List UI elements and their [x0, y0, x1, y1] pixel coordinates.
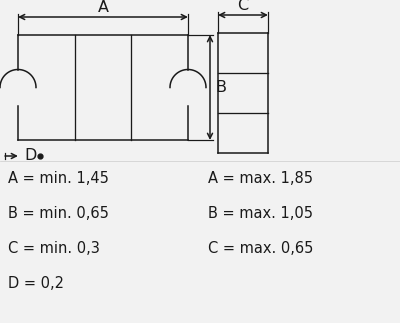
- Text: D: D: [24, 149, 36, 163]
- Text: C = max. 0,65: C = max. 0,65: [208, 241, 313, 256]
- Text: B = min. 0,65: B = min. 0,65: [8, 206, 109, 221]
- Text: A: A: [98, 0, 108, 15]
- Text: A = min. 1,45: A = min. 1,45: [8, 171, 109, 186]
- Text: B: B: [215, 80, 226, 95]
- Text: C: C: [238, 0, 248, 13]
- Text: B = max. 1,05: B = max. 1,05: [208, 206, 313, 221]
- Text: A = max. 1,85: A = max. 1,85: [208, 171, 313, 186]
- Text: D = 0,2: D = 0,2: [8, 276, 64, 291]
- Text: C = min. 0,3: C = min. 0,3: [8, 241, 100, 256]
